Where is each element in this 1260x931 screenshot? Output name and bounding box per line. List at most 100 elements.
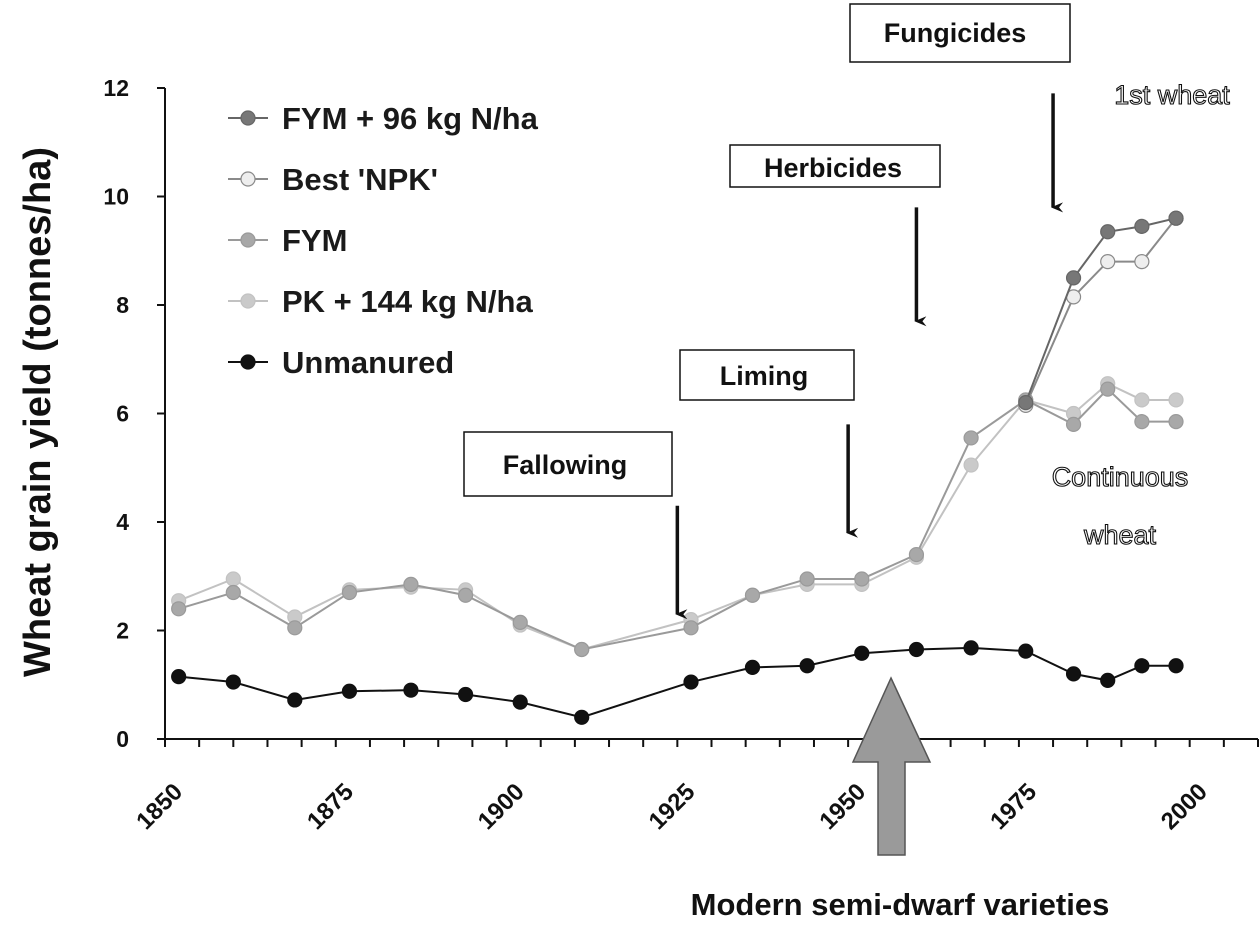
data-point xyxy=(963,457,979,473)
annotation-fallowing: Fallowing xyxy=(463,431,673,497)
annotation-label: Herbicides xyxy=(764,153,902,183)
data-point xyxy=(341,584,358,601)
annotation-arrows xyxy=(675,93,1064,620)
data-point xyxy=(799,658,815,674)
data-point xyxy=(908,641,925,658)
y-tick-label: 4 xyxy=(116,509,129,535)
annotation-box xyxy=(849,3,1071,63)
annotation-label: Fallowing xyxy=(503,450,628,480)
data-point xyxy=(1134,254,1150,270)
data-point xyxy=(963,430,979,446)
y-axis-label: Wheat grain yield (tonnes/ha) xyxy=(17,147,59,677)
x-tick-label: 1900 xyxy=(473,778,530,835)
legend-marker xyxy=(240,171,256,187)
data-point xyxy=(1168,210,1184,226)
legend-label: Best 'NPK' xyxy=(282,162,438,197)
data-point xyxy=(963,640,979,656)
annotation-herbicides: Herbicides xyxy=(729,144,941,188)
data-point xyxy=(1065,416,1082,432)
semi-dwarf-up-arrow xyxy=(851,676,932,856)
annotation-box xyxy=(729,144,941,188)
data-point xyxy=(1100,254,1116,270)
label-continuous: Continuous xyxy=(1052,462,1189,492)
data-point xyxy=(1065,270,1082,286)
legend-marker xyxy=(240,293,256,309)
legend-marker xyxy=(240,232,256,248)
legend-marker xyxy=(240,354,256,370)
annotation-label: Fungicides xyxy=(884,18,1027,48)
data-point xyxy=(1100,672,1116,689)
data-point xyxy=(683,620,699,636)
data-point xyxy=(683,674,699,690)
label-wheat: wheat xyxy=(1083,520,1157,550)
data-point xyxy=(1168,414,1184,430)
data-point xyxy=(512,614,528,630)
data-point xyxy=(225,674,241,690)
annotation-liming: Liming xyxy=(679,349,855,401)
data-point xyxy=(574,641,590,658)
legend-label: FYM xyxy=(282,223,347,258)
data-point xyxy=(512,694,528,710)
annotation-box xyxy=(463,431,673,497)
data-point xyxy=(908,546,925,563)
data-point xyxy=(854,645,870,661)
x-tick-label: 2000 xyxy=(1156,778,1213,835)
data-point xyxy=(854,571,870,587)
label-1st-wheat: 1st wheat xyxy=(1114,80,1230,110)
data-point xyxy=(225,571,241,587)
data-point xyxy=(225,584,241,601)
data-point xyxy=(1168,658,1184,674)
series-0 xyxy=(1018,210,1184,411)
data-point xyxy=(744,587,761,603)
y-tick-label: 10 xyxy=(103,184,129,210)
data-point xyxy=(287,620,303,636)
annotation-fungicides: Fungicides xyxy=(849,3,1071,63)
legend-label: PK + 144 kg N/ha xyxy=(282,284,533,319)
y-tick-label: 12 xyxy=(103,75,129,101)
x-tick-label: 1925 xyxy=(644,778,701,835)
data-point xyxy=(341,683,358,699)
data-point xyxy=(1100,381,1116,397)
data-point xyxy=(171,669,187,685)
data-point xyxy=(1100,224,1116,240)
bottom-caption: Modern semi-dwarf varieties xyxy=(691,887,1110,922)
x-ticks: 1850 1875 1900 1925 1950 1975 2000 xyxy=(131,739,1259,835)
x-tick-label: 1950 xyxy=(814,778,871,835)
annotation-box xyxy=(679,349,855,401)
data-point xyxy=(403,576,419,592)
data-point xyxy=(287,692,303,708)
series-line xyxy=(1024,217,1177,406)
series-2 xyxy=(171,381,1184,658)
data-point xyxy=(1134,218,1150,234)
annotation-label: Liming xyxy=(720,361,809,391)
data-point xyxy=(171,601,187,617)
data-point xyxy=(1134,392,1150,408)
data-point xyxy=(1134,658,1150,674)
legend-label: Unmanured xyxy=(282,345,454,380)
y-ticks: 0 2 4 6 8 10 12 xyxy=(103,75,165,752)
legend-marker xyxy=(240,110,256,126)
y-tick-label: 0 xyxy=(116,726,129,752)
y-tick-label: 8 xyxy=(116,292,129,318)
y-tick-label: 2 xyxy=(116,618,129,644)
data-point xyxy=(1018,395,1034,411)
series-4 xyxy=(171,640,1184,725)
x-tick-label: 1850 xyxy=(131,778,188,835)
data-point xyxy=(1065,666,1082,682)
legend-label: FYM + 96 kg N/ha xyxy=(282,101,539,136)
data-point xyxy=(403,682,419,698)
x-tick-label: 1975 xyxy=(985,778,1042,835)
y-tick-label: 6 xyxy=(116,401,129,427)
data-point xyxy=(457,587,474,603)
series-layer xyxy=(171,210,1184,725)
data-point xyxy=(1018,643,1034,659)
data-point xyxy=(799,571,815,587)
data-point xyxy=(457,686,474,703)
x-tick-label: 1875 xyxy=(302,778,359,835)
data-point xyxy=(744,659,761,675)
legend: FYM + 96 kg N/ha Best 'NPK' FYM PK + 144 kg… xyxy=(228,101,539,380)
data-point xyxy=(1134,414,1150,430)
data-point xyxy=(574,709,590,725)
data-point xyxy=(1168,392,1184,408)
